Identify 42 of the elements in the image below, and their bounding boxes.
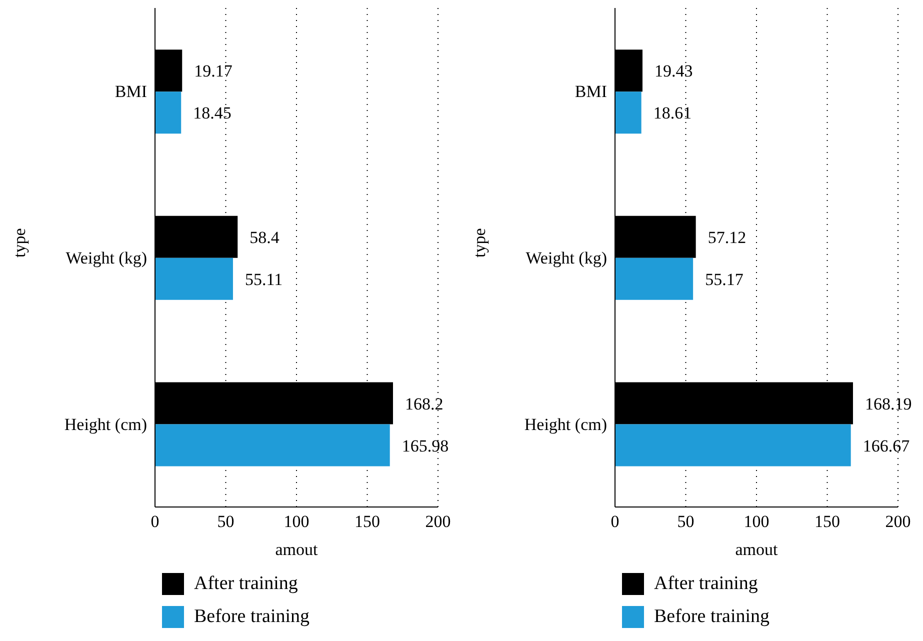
bar (155, 424, 390, 466)
legend-label: After training (654, 572, 758, 594)
y-tick-label: BMI (114, 82, 148, 102)
y-tick-label: Height (cm) (64, 414, 147, 434)
data-label: 166.67 (862, 436, 910, 456)
y-tick-label: BMI (574, 82, 608, 102)
x-tick-label: 0 (150, 512, 160, 532)
data-label: 168.19 (864, 394, 912, 414)
bar (615, 92, 642, 134)
x-tick-label: 100 (284, 512, 310, 532)
data-label: 55.11 (244, 270, 283, 289)
legend-label: Before training (654, 606, 770, 628)
y-axis-title: type (470, 228, 490, 258)
x-tick-label: 0 (610, 512, 620, 532)
y-tick-label: Weight (kg) (66, 248, 147, 268)
bar (155, 92, 182, 134)
data-label: 57.12 (708, 228, 746, 247)
x-tick-label: 150 (814, 512, 840, 532)
legend-label: Before training (194, 606, 310, 628)
x-tick-label: 100 (744, 512, 770, 532)
x-tick-label: 200 (885, 512, 911, 532)
data-label: 168.2 (405, 394, 444, 414)
x-axis-title: amout (735, 540, 778, 559)
data-label: 19.17 (194, 62, 233, 81)
x-tick-label: 50 (677, 512, 694, 532)
x-tick-label: 150 (354, 512, 380, 532)
data-label: 18.61 (653, 104, 692, 123)
bar (615, 424, 851, 466)
x-tick-label: 200 (425, 512, 451, 532)
data-label: 55.17 (705, 270, 744, 289)
data-label: 18.45 (193, 104, 232, 123)
bar (615, 258, 694, 300)
y-tick-label: Weight (kg) (526, 248, 607, 268)
data-label: 165.98 (402, 436, 449, 456)
x-axis-title: amout (275, 540, 318, 559)
data-label: 58.4 (250, 228, 280, 247)
x-tick-label: 50 (217, 512, 234, 532)
bar (155, 258, 233, 300)
y-tick-label: Height (cm) (524, 414, 607, 434)
y-axis-title: type (10, 228, 30, 258)
legend-label: After training (194, 572, 298, 594)
data-label: 19.43 (654, 62, 693, 81)
